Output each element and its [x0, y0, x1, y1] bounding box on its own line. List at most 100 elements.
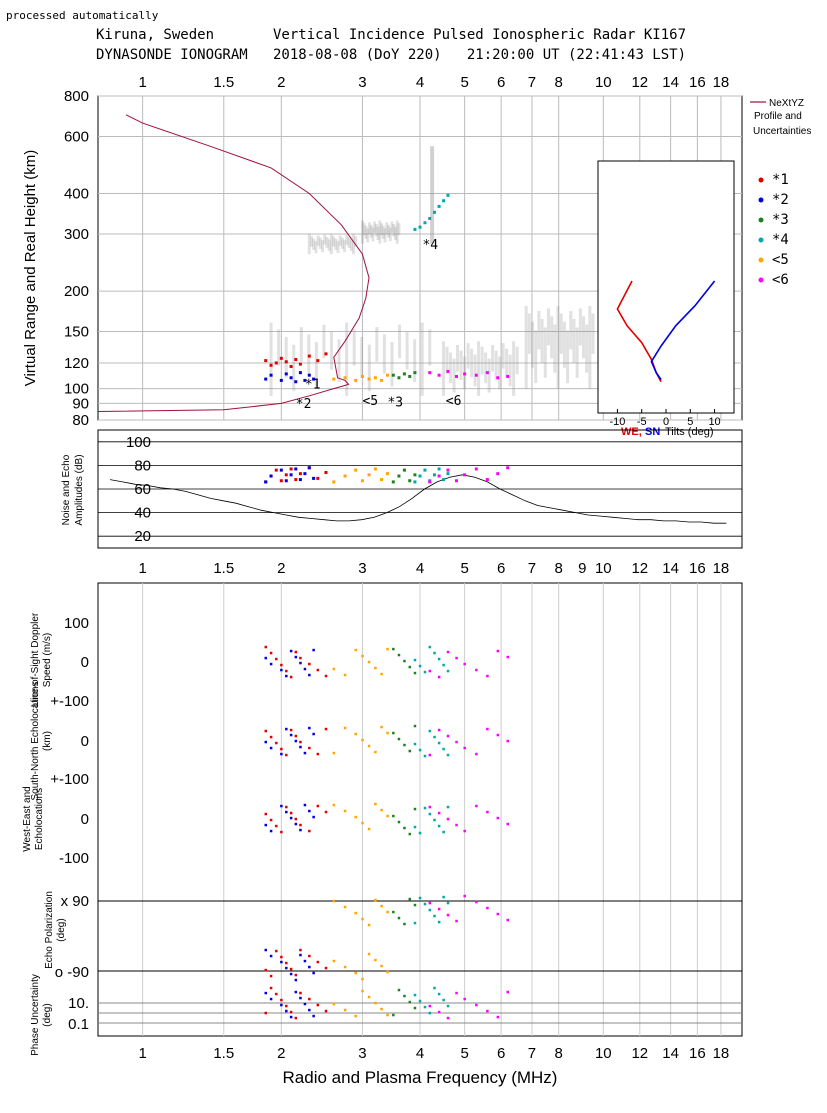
echo-texture [466, 343, 470, 369]
amp-point [274, 468, 278, 472]
amp-point [437, 467, 441, 471]
echo-point [433, 651, 436, 655]
amp-x-tick-label: 8 [555, 560, 563, 577]
echo-point [463, 894, 466, 898]
echo-x-tick-label: 10 [595, 1045, 612, 1062]
echo-x-tick-label: 6 [497, 1045, 505, 1062]
echo-texture [531, 321, 535, 368]
echo-point [343, 965, 347, 969]
echo-point [392, 910, 395, 914]
echo-texture [395, 220, 399, 244]
echo-point [303, 959, 307, 963]
data-point-s5 [373, 376, 377, 380]
data-point-s4 [432, 210, 436, 214]
echo-point [392, 1013, 395, 1017]
echo-texture [459, 350, 463, 381]
legend-label: *3 [772, 212, 789, 228]
amp-x-tick-label: 5 [460, 560, 468, 577]
echo-point [275, 824, 278, 828]
trace-annotation: *3 [387, 396, 403, 411]
echo-point [408, 832, 412, 836]
data-point-s4 [446, 193, 450, 197]
data-point-s2 [303, 378, 307, 382]
echo-point [289, 816, 293, 820]
echo-point [299, 745, 302, 749]
echo-point [413, 807, 417, 811]
echo-point [361, 821, 364, 825]
echo-texture [373, 221, 377, 233]
echo-point [413, 921, 417, 925]
echo-point [428, 901, 432, 905]
echo-point [285, 961, 288, 965]
echo-point [437, 824, 441, 828]
data-point-s3 [413, 371, 417, 375]
echo-texture [392, 224, 396, 237]
echo-point [343, 905, 347, 909]
echo-point [308, 726, 311, 730]
amp-point [294, 478, 298, 482]
legend-label: <5 [772, 252, 789, 268]
echo-point [380, 672, 383, 676]
echo-panel-label: (deg) [56, 918, 67, 941]
echo-point [374, 898, 377, 902]
amp-x-tick-label: 7 [528, 560, 536, 577]
echo-point [463, 829, 466, 833]
echo-texture [477, 341, 481, 396]
y-tick-label: 90 [72, 395, 89, 412]
amp-x-tick-label: 4 [416, 560, 424, 577]
amp-point [289, 473, 293, 477]
echo-point [486, 1009, 489, 1013]
echo-point [361, 977, 364, 981]
echo-point [428, 753, 432, 757]
echo-texture [397, 223, 401, 236]
echo-point [275, 949, 278, 953]
echo-point [408, 665, 412, 669]
echo-texture [362, 223, 366, 236]
echo-point [354, 1014, 357, 1018]
y-tick-label: 300 [64, 226, 89, 243]
echo-texture [337, 339, 341, 383]
echo-point [403, 826, 406, 830]
echo-point [280, 830, 283, 834]
amp-point [463, 473, 467, 477]
amp-point [423, 468, 427, 472]
echo-texture [371, 227, 375, 242]
data-point-s5 [367, 377, 371, 381]
echo-point [332, 1002, 336, 1006]
echo-point [269, 974, 273, 978]
echo-point [289, 675, 293, 679]
data-point-s6 [463, 372, 467, 376]
echo-point [354, 911, 357, 915]
echo-point [269, 997, 273, 1001]
echo-texture [307, 234, 311, 255]
echo-texture [413, 339, 417, 383]
x-tick-label: 7 [528, 74, 536, 91]
echo-point [433, 735, 436, 739]
echo-point [433, 818, 436, 822]
echo-point [285, 669, 288, 673]
echo-texture [336, 240, 340, 254]
echo-point [264, 740, 268, 744]
echo-point [361, 917, 364, 921]
echo-texture [352, 329, 356, 366]
inset-label-we: WE, [621, 426, 642, 438]
echo-point [423, 670, 427, 674]
echo-x-tick-label: 12 [631, 1045, 648, 1062]
echo-point [264, 729, 268, 733]
echo-point [506, 739, 509, 743]
legend-marker [758, 277, 764, 283]
echo-point [418, 831, 422, 835]
amp-point [312, 476, 316, 480]
echo-texture [369, 224, 373, 238]
echo-texture [515, 346, 519, 375]
echo-point [294, 734, 298, 738]
echo-texture [378, 220, 382, 244]
echo-point [264, 645, 268, 649]
data-point-s4 [428, 216, 432, 220]
echo-point [269, 662, 273, 666]
amp-point [437, 474, 441, 478]
echo-point [506, 990, 509, 994]
echo-point [374, 666, 377, 670]
echo-texture [562, 321, 566, 368]
